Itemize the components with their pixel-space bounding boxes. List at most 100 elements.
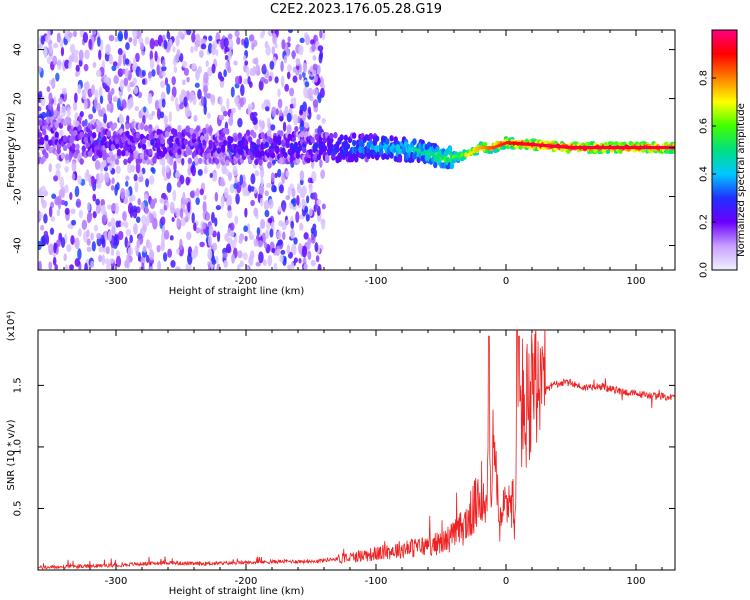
- spectrogram-cell: [127, 202, 134, 215]
- spectrogram-cell: [176, 49, 181, 58]
- spectrogram-cell: [187, 201, 191, 213]
- spectrogram-cell: [93, 97, 98, 109]
- spectrogram-cell: [274, 42, 278, 49]
- spectrogram-cell: [106, 156, 111, 163]
- spectrogram-cell: [136, 31, 142, 38]
- snr-series-line: [38, 330, 675, 570]
- spectrogram-cell: [236, 36, 241, 45]
- spectrogram-ridge-cell: [527, 142, 530, 146]
- spectrogram-cell: [158, 98, 163, 110]
- spectrogram-cell: [77, 248, 82, 261]
- spectrogram-cell: [495, 147, 500, 153]
- spectrogram-cell: [75, 71, 79, 78]
- spectrogram-cell: [283, 256, 287, 263]
- spectrogram-cell: [162, 252, 168, 262]
- spectrogram-cell: [87, 130, 93, 137]
- spectrogram-cell: [318, 52, 323, 64]
- spectrogram-ridge-cell: [563, 145, 566, 149]
- spectrogram-cell: [374, 135, 380, 142]
- spectrogram-ridge-cell: [479, 146, 482, 150]
- spectrogram-cell: [40, 111, 47, 119]
- spectrogram-cell: [52, 55, 58, 66]
- spectrogram-cell: [73, 55, 79, 63]
- spectrogram-ridge-cell: [470, 151, 472, 155]
- spectrogram-cell: [126, 115, 130, 123]
- spectrogram-cell: [253, 124, 259, 130]
- spectrogram-ridge-cell: [495, 145, 497, 149]
- spectrogram-cell: [148, 113, 154, 121]
- spectrogram-cell: [261, 120, 265, 130]
- spectrogram-cell: [284, 83, 290, 92]
- spectrogram-cell: [83, 63, 89, 72]
- spectrogram-cell: [53, 242, 57, 254]
- spectrogram-cell: [319, 159, 323, 168]
- spectrogram-cell: [641, 148, 646, 153]
- spectrogram-cell: [187, 111, 192, 117]
- spectrogram-cell: [160, 216, 166, 226]
- spectrogram-ridge-cell: [502, 142, 505, 146]
- snr-x-tick-label: -100: [365, 576, 388, 587]
- spectrogram-ridge-cell: [529, 142, 532, 147]
- spectrogram-cell: [40, 185, 46, 193]
- spectrogram-cell: [38, 119, 43, 126]
- spectrogram-cell: [195, 69, 200, 81]
- spectrogram-cell: [64, 184, 69, 194]
- spectrogram-cell: [255, 64, 261, 77]
- spectrogram-cell: [317, 92, 322, 104]
- snr-x-tick-label: 0: [503, 576, 509, 587]
- spectrogram-cell: [202, 201, 207, 213]
- spectrogram-cell: [74, 185, 80, 198]
- spectrogram-cell: [609, 141, 615, 146]
- spectrogram-cell: [150, 139, 155, 146]
- spectrogram-cell: [39, 212, 43, 219]
- spectrogram-cell: [183, 67, 189, 76]
- spectrogram-cell: [105, 43, 111, 55]
- spectrogram-cell: [195, 197, 200, 205]
- spectrogram-cell: [256, 227, 261, 236]
- spectrogram-cell: [60, 46, 65, 57]
- spectrogram-cell: [195, 227, 201, 234]
- spectrogram-cell: [351, 132, 357, 139]
- spectrogram-cell: [102, 135, 107, 143]
- spectrogram-cell: [286, 71, 291, 80]
- spectrogram-cell: [191, 212, 195, 224]
- spectrogram-cell: [139, 123, 145, 130]
- spectrogram-cell: [182, 60, 188, 68]
- spectrogram-cell: [127, 246, 134, 257]
- spectrogram-cell: [94, 139, 99, 147]
- spectrogram-cell: [111, 177, 115, 185]
- spectrogram-cell: [208, 35, 213, 42]
- spectrogram-cell: [115, 165, 121, 174]
- spectrogram-cell: [305, 213, 310, 222]
- spectrogram-cell: [211, 172, 218, 183]
- spectrogram-cell: [108, 164, 113, 172]
- spectrogram-cell: [186, 30, 192, 36]
- spectrogram-cell: [225, 159, 230, 167]
- spectrogram-ridge-cell: [530, 142, 533, 147]
- spectrogram-ridge-cell: [604, 145, 607, 150]
- spectrogram-cell: [107, 204, 112, 210]
- spectrogram-cell: [273, 185, 277, 193]
- spectrogram-cell: [114, 233, 118, 246]
- spectrogram-ridge-cell: [473, 149, 476, 153]
- spectrogram-cell: [119, 79, 124, 92]
- spectrogram-ridge-cell: [526, 142, 529, 146]
- spectrogram-cell: [144, 36, 150, 45]
- spectrogram-cell: [324, 154, 330, 161]
- spectrogram-cell: [78, 49, 84, 62]
- spectrogram-cell: [295, 152, 301, 159]
- spectrogram-cell: [82, 31, 89, 43]
- spectrogram-cell: [53, 175, 59, 182]
- spectrogram-cell: [70, 208, 76, 215]
- spectrogram-ridge-cell: [666, 145, 669, 150]
- spectrogram-cell: [74, 258, 81, 267]
- spectrogram-cell: [234, 30, 240, 38]
- spectrogram-cell: [291, 243, 297, 256]
- spectrogram-cell: [45, 34, 51, 44]
- spectrogram-ridge-cell: [548, 144, 550, 148]
- spectrogram-cell: [133, 150, 138, 158]
- spectrogram-cell: [248, 255, 254, 267]
- spectrogram-cell: [603, 141, 609, 147]
- spectrogram-ridge-cell: [506, 141, 508, 145]
- spectrogram-ridge-cell: [607, 145, 610, 150]
